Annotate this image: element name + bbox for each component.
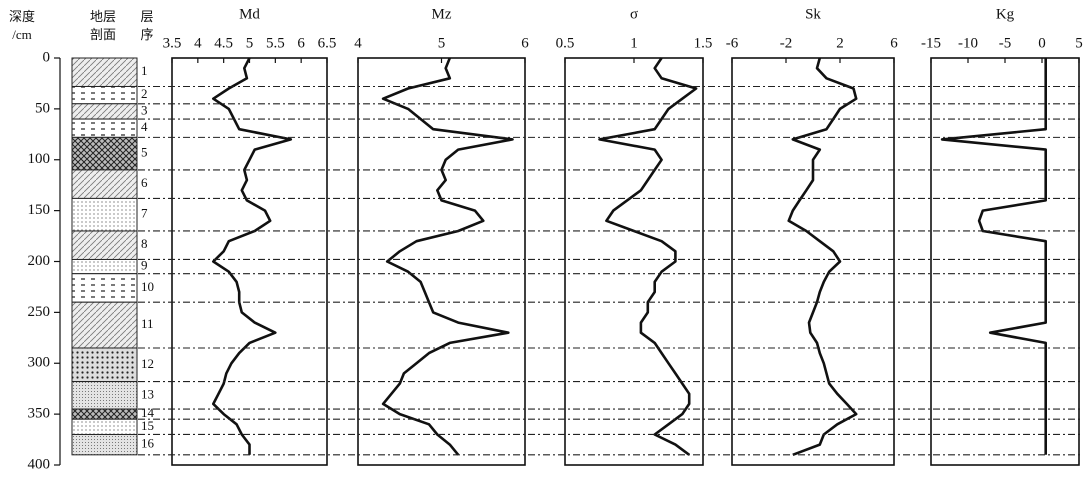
panel-title: Md — [239, 6, 260, 22]
chart: 深度 /cm 地层 剖面 层 序 05010015020025030035040… — [0, 0, 1089, 477]
x-tick-label: 3.5 — [163, 35, 182, 51]
y-tick-label: 200 — [28, 253, 51, 269]
stratum — [72, 170, 137, 198]
x-tick-label: 0.5 — [556, 35, 575, 51]
panel-title: Sk — [805, 6, 821, 22]
x-tick-label: 5 — [1075, 35, 1083, 51]
y-tick-label: 350 — [28, 406, 51, 422]
y-tick-label: 250 — [28, 304, 51, 320]
x-tick-label: 5 — [246, 35, 254, 51]
x-tick-label: 0 — [1038, 35, 1046, 51]
stratum-label: 7 — [141, 206, 148, 221]
stratum — [72, 348, 137, 382]
x-tick-label: -10 — [958, 35, 978, 51]
stratum — [72, 104, 137, 119]
stratum-label: 4 — [141, 119, 148, 134]
stratum — [72, 119, 137, 137]
stratum — [72, 274, 137, 302]
stratum-label: 2 — [141, 86, 148, 101]
stratum-label: 12 — [141, 356, 154, 371]
panel-title: Mz — [432, 6, 452, 22]
stratum — [72, 434, 137, 454]
y-tick-label: 50 — [35, 100, 50, 116]
depth-label: 深度 — [9, 9, 35, 24]
log-curve — [600, 58, 697, 455]
stratum-label: 10 — [141, 279, 154, 294]
stratum — [72, 137, 137, 170]
stratum-label: 5 — [141, 145, 148, 160]
y-tick-label: 150 — [28, 202, 51, 218]
log-curve — [789, 58, 857, 455]
order-label: 序 — [140, 27, 153, 42]
stratum-label: 6 — [141, 175, 148, 190]
x-tick-label: 4.5 — [214, 35, 233, 51]
stratum — [72, 231, 137, 259]
stratum-label: 15 — [141, 418, 154, 433]
x-tick-label: 1.5 — [694, 35, 713, 51]
stratum — [72, 259, 137, 273]
section-label: 地层 — [90, 9, 116, 24]
x-tick-label: 2 — [836, 35, 844, 51]
stratum — [72, 419, 137, 434]
stratum-label: 13 — [141, 386, 154, 401]
y-tick-label: 400 — [28, 456, 51, 472]
x-tick-label: 6 — [890, 35, 898, 51]
stratum-label: 8 — [141, 236, 148, 251]
panel-title: Kg — [996, 6, 1015, 22]
stratum-label: 16 — [141, 436, 155, 451]
stratum — [72, 382, 137, 409]
x-tick-label: 1 — [630, 35, 638, 51]
y-tick-label: 300 — [28, 355, 51, 371]
x-tick-label: 4 — [354, 35, 362, 51]
stratum-label: 11 — [141, 316, 154, 331]
x-tick-label: -2 — [780, 35, 793, 51]
y-tick-label: 100 — [28, 151, 51, 167]
x-tick-label: 5.5 — [266, 35, 285, 51]
x-tick-label: -5 — [999, 35, 1012, 51]
section-label: 剖面 — [90, 27, 116, 42]
x-tick-label: 6 — [521, 35, 529, 51]
stratum — [72, 198, 137, 231]
log-curve — [383, 58, 512, 455]
x-tick-label: -6 — [726, 35, 739, 51]
order-label: 层 — [140, 9, 153, 24]
x-tick-label: -15 — [921, 35, 941, 51]
stratum — [72, 302, 137, 348]
stratum-label: 1 — [141, 63, 148, 78]
x-tick-label: 4 — [194, 35, 202, 51]
x-tick-label: 5 — [438, 35, 446, 51]
stratum — [72, 409, 137, 419]
header-labels: 深度 /cm 地层 剖面 层 序 — [9, 9, 154, 42]
y-tick-label: 0 — [43, 49, 51, 65]
x-tick-label: 6 — [297, 35, 305, 51]
panel-title: σ — [630, 6, 638, 22]
log-curve — [213, 58, 290, 455]
stratum-label: 3 — [141, 102, 148, 117]
depth-unit: /cm — [12, 27, 32, 42]
x-tick-label: 6.5 — [318, 35, 337, 51]
log-curve — [942, 58, 1046, 455]
stratum — [72, 86, 137, 103]
stratum — [72, 58, 137, 86]
